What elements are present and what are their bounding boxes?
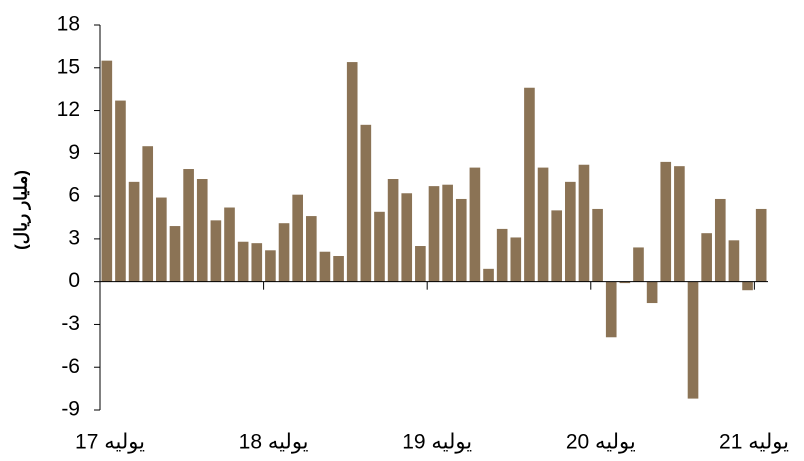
bar [496,228,508,282]
bar [333,256,344,282]
bar [428,186,440,282]
y-tick-label: 0 [68,269,80,292]
y-tick-label: 15 [57,55,80,78]
y-tick-label: 9 [68,141,80,164]
bar [742,281,753,291]
bar [210,220,222,282]
x-tick-label: يوليه 21 [719,431,789,455]
bar [101,60,113,282]
bar [605,281,617,338]
bar [346,62,358,282]
bar [728,240,740,282]
bar [578,164,590,282]
y-axis-label: (مليار ريال) [11,170,31,250]
bar [237,241,249,282]
bar [387,179,399,282]
bar [142,146,154,282]
bar [483,268,494,282]
bar [360,124,372,282]
y-tick-label: -3 [61,312,80,335]
bar [524,87,535,282]
bar [374,211,385,282]
y-tick-label: 3 [68,226,80,249]
x-tick-label: يوليه 20 [566,431,636,455]
bar [755,208,767,282]
bar [510,237,522,282]
bar [183,169,194,282]
bar [687,281,699,399]
bar [156,197,167,282]
bar [565,181,576,282]
x-tick-label: يوليه 18 [239,431,309,455]
bar [169,226,181,282]
bar [278,223,290,282]
bar [319,251,331,282]
x-tick-label: يوليه 19 [402,431,472,455]
bar [537,167,549,282]
bar [115,100,126,282]
bar [455,198,467,282]
bar [442,184,453,282]
bar [633,247,644,282]
y-tick-label: -6 [61,355,80,378]
bar [619,281,631,284]
bar [592,208,603,282]
bar [265,250,276,282]
y-tick-label: 18 [57,13,80,36]
bar [551,210,563,282]
bar [415,246,426,282]
y-tick-label: 6 [68,184,80,207]
y-tick-label: -9 [61,398,80,421]
y-tick-label: 12 [57,98,80,121]
bar [251,243,263,282]
bar [660,161,672,282]
bar [674,166,685,282]
bar [305,216,317,282]
bar [224,207,235,282]
bar [701,233,712,282]
bar [646,281,658,304]
bar [401,193,413,282]
x-tick-label: يوليه 17 [75,431,145,455]
bar [128,181,140,282]
bar [469,167,481,282]
bar [714,198,726,282]
bar [292,194,303,282]
bar [196,179,208,282]
